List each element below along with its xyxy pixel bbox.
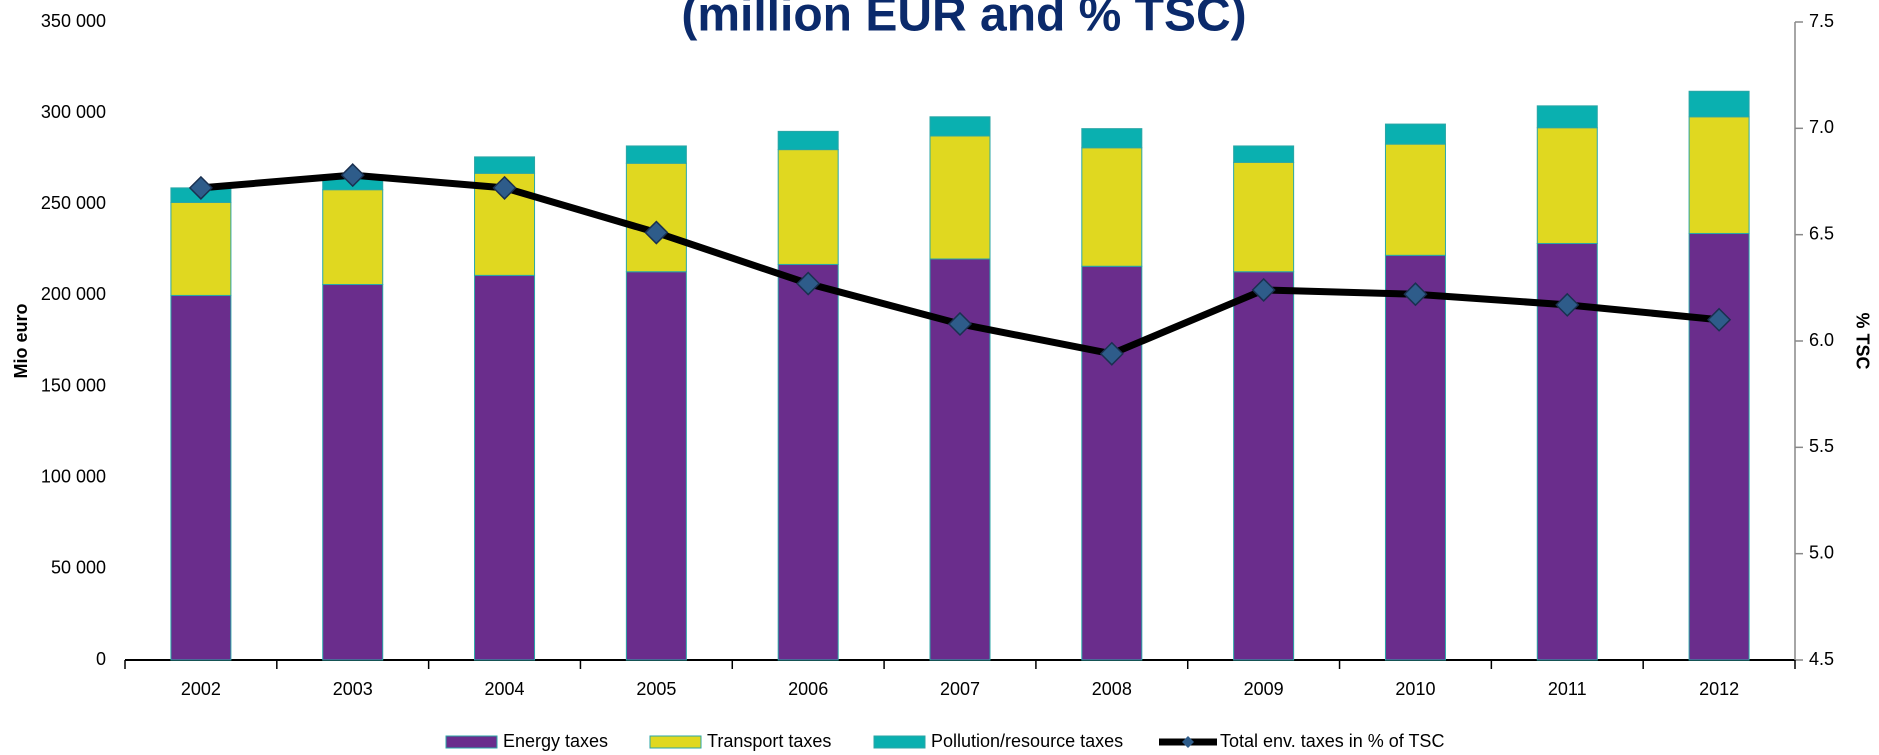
bar-segment — [929, 116, 991, 137]
bar-segment — [1384, 123, 1446, 145]
bar-segment — [1688, 90, 1750, 118]
bar-segment — [1233, 271, 1295, 661]
bar-segment — [1081, 147, 1143, 267]
bar-segment — [170, 201, 232, 296]
line-marker — [1403, 282, 1428, 307]
y-tick-label: 350 000 — [41, 11, 106, 31]
y2-tick-label: 7.0 — [1809, 117, 1834, 137]
bar-segment — [1536, 127, 1598, 244]
bar-segment — [1233, 145, 1295, 163]
legend-label: Energy taxes — [503, 731, 608, 751]
line-marker — [1251, 277, 1276, 303]
line-marker — [644, 220, 669, 245]
bar-segment — [322, 283, 384, 661]
line-marker — [188, 175, 213, 200]
x-tick-label: 2006 — [788, 679, 828, 699]
line-marker — [1707, 307, 1732, 332]
x-tick-label: 2005 — [636, 679, 676, 699]
bar-segment — [170, 294, 232, 661]
bar-segment — [474, 274, 536, 661]
bar-segment — [625, 145, 687, 164]
y2-axis-label: % TSC — [1852, 312, 1872, 369]
y2-tick-label: 6.5 — [1809, 223, 1834, 243]
legend-swatch — [445, 735, 498, 749]
y2-tick-label: 6.0 — [1809, 330, 1834, 350]
legend-label: Total env. taxes in % of TSC — [1220, 731, 1444, 751]
bar-segment — [322, 189, 384, 285]
bar-segment — [625, 271, 687, 661]
legend-label: Pollution/resource taxes — [931, 731, 1123, 751]
legend-swatch — [649, 735, 702, 749]
line-marker — [1099, 341, 1124, 366]
bar-segment — [1081, 128, 1143, 149]
line-marker — [492, 175, 517, 200]
bar-segment — [1233, 161, 1295, 273]
y2-tick-label: 7.5 — [1809, 11, 1834, 31]
legend-swatch — [873, 735, 926, 749]
bar-segment — [625, 162, 687, 273]
legend-marker — [1182, 736, 1194, 748]
x-tick-label: 2004 — [485, 679, 525, 699]
y-tick-label: 0 — [96, 649, 106, 669]
x-tick-label: 2003 — [333, 679, 373, 699]
x-tick-label: 2010 — [1395, 679, 1435, 699]
bar-segment — [1384, 143, 1446, 256]
x-tick-label: 2007 — [940, 679, 980, 699]
bar-segment — [777, 149, 839, 265]
line-marker — [1555, 292, 1580, 317]
chart-title: (million EUR and % TSC) — [681, 0, 1246, 42]
y-tick-label: 100 000 — [41, 466, 106, 486]
x-tick-label: 2012 — [1699, 679, 1739, 699]
y-tick-label: 150 000 — [41, 375, 106, 395]
y2-tick-label: 4.5 — [1809, 649, 1834, 669]
bar-segment — [474, 156, 536, 174]
bar-segment — [1081, 265, 1143, 661]
x-tick-label: 2009 — [1244, 679, 1284, 699]
y-tick-label: 50 000 — [51, 558, 106, 578]
y-tick-label: 250 000 — [41, 193, 106, 213]
bar-segment — [1688, 116, 1750, 234]
x-tick-label: 2008 — [1092, 679, 1132, 699]
line-marker — [947, 311, 973, 337]
legend-label: Transport taxes — [707, 731, 831, 751]
line-marker — [340, 163, 365, 188]
bar-segment — [777, 263, 839, 661]
x-tick-label: 2011 — [1548, 679, 1587, 699]
bar-segment — [1384, 254, 1446, 661]
y2-tick-label: 5.0 — [1809, 542, 1834, 562]
line-marker — [796, 271, 821, 296]
bar-segment — [777, 130, 839, 151]
bar-segment — [1688, 232, 1750, 661]
y-tick-label: 200 000 — [41, 284, 106, 304]
y-tick-label: 300 000 — [41, 102, 106, 122]
x-tick-label: 2002 — [181, 679, 221, 699]
y2-tick-label: 5.5 — [1809, 436, 1834, 456]
bar-segment — [929, 135, 991, 260]
y-axis-label: Mio euro — [11, 303, 31, 378]
bar-segment — [1536, 105, 1598, 129]
